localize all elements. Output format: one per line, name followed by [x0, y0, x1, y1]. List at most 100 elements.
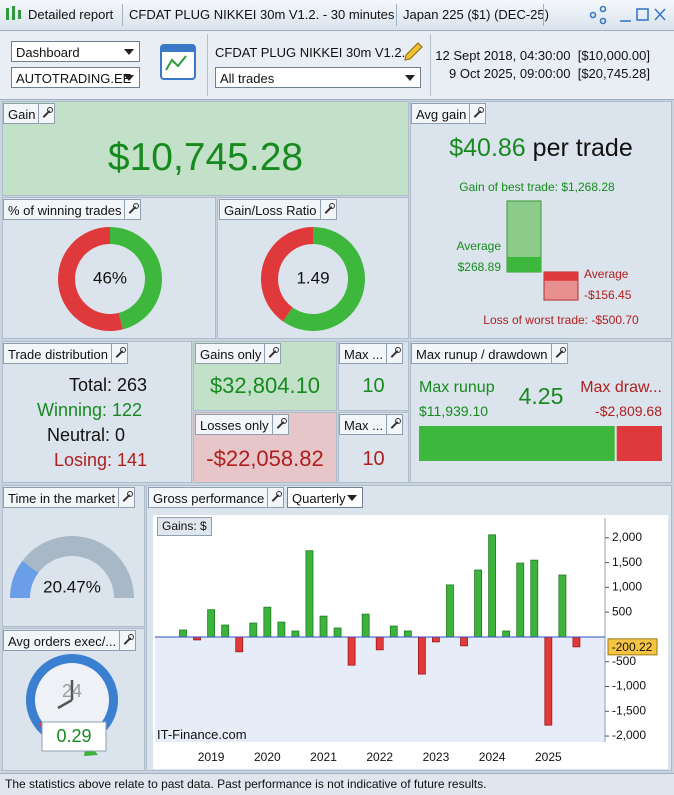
gains-only-value: $32,804.10: [209, 373, 321, 398]
separator: [430, 34, 431, 96]
panel-title[interactable]: Avg orders exec/...: [3, 630, 137, 651]
share-icon[interactable]: [589, 11, 597, 19]
period-end: 9 Oct 2025, 09:00:00 [$20,745.28]: [449, 66, 650, 81]
title-text: Gains only: [200, 347, 262, 362]
worst-trade: Loss of worst trade: -$500.70: [483, 313, 639, 327]
bar: [474, 569, 482, 638]
gauge-filled: [10, 560, 39, 598]
runup-bar: [419, 426, 615, 461]
title-text: Gross performance: [153, 491, 265, 506]
bar: [558, 574, 567, 638]
bar: [263, 606, 272, 638]
settings-icon[interactable]: [118, 488, 134, 507]
panel-title[interactable]: Avg gain: [411, 103, 487, 124]
neutral-trades: Neutral: 0: [47, 425, 126, 445]
gain-panel: [2, 101, 409, 196]
settings-icon[interactable]: [264, 344, 280, 363]
bar: [347, 636, 356, 666]
donut-label: 1.49: [296, 268, 329, 287]
avg-loss-value: -$156.45: [584, 288, 632, 302]
runup-value: $11,939.10: [419, 403, 489, 419]
tab[interactable]: CFDAT PLUG NIKKEI 30m V1.2. - 30 minutes: [129, 7, 395, 22]
tab[interactable]: Japan 225 ($1) (DEC-25): [403, 7, 549, 22]
panel-title[interactable]: Max ...: [339, 343, 404, 364]
x-tick-label: 2020: [254, 750, 281, 764]
settings-icon[interactable]: [267, 488, 283, 507]
bar: [488, 534, 497, 638]
select-text: Dashboard: [16, 45, 80, 60]
icon-line: [165, 55, 187, 71]
x-tick-label: 2023: [423, 750, 450, 764]
drawdown-bar: [616, 426, 662, 461]
settings-icon[interactable]: [119, 631, 135, 650]
select-text: All trades: [220, 71, 275, 86]
panel-title[interactable]: Trade distribution: [3, 343, 128, 364]
window-icons: [6, 5, 666, 25]
tab[interactable]: Detailed report: [28, 7, 114, 22]
best-trade: Gain of best trade: $1,268.28: [459, 180, 615, 194]
trades-select[interactable]: All trades: [215, 67, 421, 88]
x-tick-label: 2019: [198, 750, 225, 764]
panel-title[interactable]: Time in the market: [3, 487, 136, 508]
settings-icon[interactable]: [271, 415, 288, 434]
bar: [403, 630, 412, 638]
title-text: % of winning trades: [8, 203, 122, 218]
panel-title[interactable]: Max runup / drawdown: [411, 343, 568, 364]
period-select[interactable]: Quarterly: [287, 487, 363, 508]
gauge-rest: [22, 535, 134, 598]
settings-icon[interactable]: [319, 200, 336, 219]
panel-title[interactable]: Losses only: [195, 414, 289, 435]
panel-title[interactable]: Gains only: [195, 343, 282, 364]
bar: [221, 624, 230, 638]
view-select[interactable]: Dashboard: [11, 41, 140, 62]
x-tick-label: 2024: [479, 750, 506, 764]
app-icon: [6, 8, 9, 20]
orders-value: 0.29: [56, 726, 91, 746]
app-icon: [12, 6, 15, 20]
panel-title[interactable]: Gain: [3, 103, 56, 124]
settings-icon[interactable]: [469, 104, 485, 123]
close-button[interactable]: [654, 8, 666, 21]
balance: [$20,745.28]: [577, 66, 650, 81]
clock-hand: [57, 680, 74, 710]
share-icon[interactable]: [599, 17, 607, 25]
avg-win-value: $268.89: [457, 260, 501, 274]
share-icon[interactable]: [599, 5, 607, 13]
donut-win: [110, 227, 163, 330]
distribution-panel: [2, 341, 192, 483]
settings-icon[interactable]: [386, 344, 402, 363]
bar: [305, 550, 314, 638]
avg-loss-caption: Average: [584, 267, 629, 281]
bar: [417, 636, 426, 675]
bar: [446, 584, 454, 638]
bar: [319, 615, 328, 638]
settings-icon[interactable]: [550, 344, 567, 363]
y-tick-label: -1,000: [612, 679, 646, 693]
panel-title[interactable]: Gross performance: [148, 487, 285, 508]
title-text: Max runup / drawdown: [416, 347, 548, 362]
icon-bar: [161, 45, 195, 52]
separator: [122, 4, 123, 26]
panel-title[interactable]: Gain/Loss Ratio: [219, 199, 337, 220]
title-text: Trade distribution: [8, 347, 108, 362]
edit-icon[interactable]: [404, 42, 423, 61]
clock-label: 24: [62, 681, 82, 701]
title-text: Avg orders exec/...: [8, 634, 117, 649]
date: 12 Sept 2018, 04:30:00: [435, 48, 571, 63]
y-tick-label: -1,500: [612, 703, 646, 717]
settings-icon[interactable]: [110, 344, 127, 363]
settings-icon[interactable]: [38, 104, 54, 123]
panel-title[interactable]: % of winning trades: [3, 199, 142, 220]
maximize-button[interactable]: [636, 8, 649, 21]
panel-title[interactable]: Max ...: [339, 414, 404, 435]
bar: [502, 630, 511, 638]
x-tick-label: 2022: [366, 750, 393, 764]
losses-only-value: -$22,058.82: [206, 446, 324, 471]
separator: [396, 4, 397, 26]
settings-icon[interactable]: [386, 415, 402, 434]
settings-icon[interactable]: [124, 200, 140, 219]
separator: [543, 4, 544, 26]
watermark: IT-Finance.com: [157, 727, 247, 742]
account-select[interactable]: AUTOTRADING.EE: [11, 67, 140, 88]
avg-loss-bar: [544, 272, 578, 281]
